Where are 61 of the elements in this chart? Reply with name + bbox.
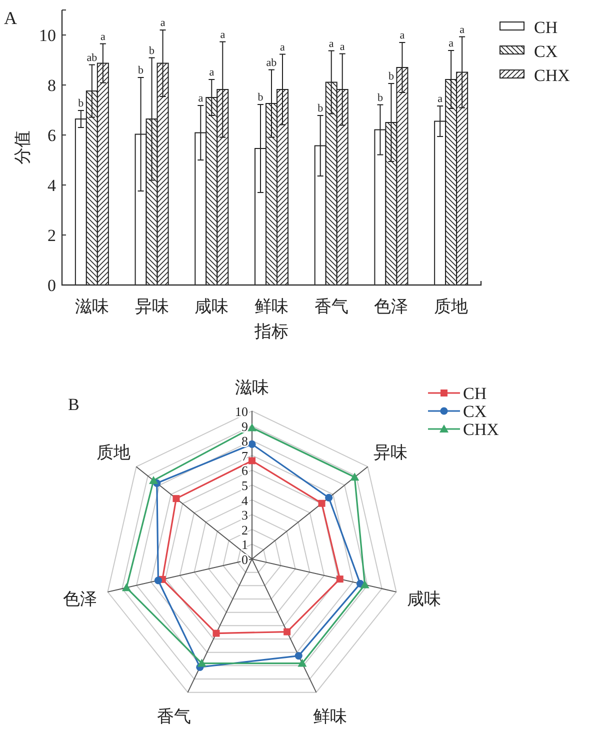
annotation: a [220, 28, 226, 41]
y-tick-label: 7 [242, 448, 248, 464]
annotation: b [377, 92, 384, 104]
legend-label: CH [463, 384, 487, 403]
annotation: a [340, 40, 345, 53]
annotation: a [448, 38, 454, 50]
y-tick-label: 9 [242, 418, 248, 434]
annotation: ab [266, 56, 278, 69]
chart-title: A [4, 8, 17, 28]
x-tick-label: 香气 [314, 297, 348, 316]
annotation: a [100, 30, 106, 43]
annotation: b [318, 102, 324, 114]
spoke-label: 滋味 [235, 378, 269, 397]
annotation: a [438, 93, 443, 105]
legend-label: CH [534, 18, 558, 37]
spoke-label: 色泽 [63, 590, 98, 609]
spoke-label: 质地 [96, 443, 131, 462]
y-axis-title: 分值 [13, 130, 32, 164]
y-tick-label: 0 [48, 276, 56, 295]
y-tick-label: 10 [235, 404, 248, 419]
x-tick-label: 鲜味 [254, 297, 288, 316]
y-tick-label: 5 [242, 478, 248, 493]
y-tick-label: 6 [242, 463, 248, 478]
y-tick-label: 10 [39, 26, 56, 45]
x-tick-label: 质地 [434, 297, 468, 316]
y-tick-label: 8 [242, 434, 248, 449]
spoke-label: 咸味 [406, 590, 441, 609]
annotation: a [328, 38, 334, 50]
x-tick-label: 咸味 [194, 297, 229, 316]
annotation: a [198, 92, 204, 104]
legend-label: CX [534, 42, 558, 61]
legend-label: CX [463, 402, 487, 421]
annotation: b [149, 44, 156, 57]
annotation: b [388, 70, 394, 82]
y-tick-label: 4 [48, 176, 56, 195]
y-tick-label: 4 [242, 492, 248, 508]
annotation: b [258, 92, 264, 104]
spoke-label: 异味 [373, 443, 408, 462]
y-tick-label: 3 [242, 508, 248, 523]
annotation: a [460, 24, 465, 36]
text: B [68, 395, 80, 414]
x-tick-label: 异味 [134, 297, 169, 316]
y-tick-label: 2 [48, 226, 56, 245]
x-tick-label: 色泽 [374, 297, 408, 316]
y-tick-label: 8 [48, 76, 56, 95]
legend-label: CHX [463, 420, 499, 439]
annotation: a [209, 66, 214, 78]
y-tick-label: 2 [242, 522, 248, 538]
legend-label: CHX [534, 66, 570, 85]
x-tick-label: 滋味 [74, 297, 109, 316]
y-tick-label: 1 [242, 537, 248, 552]
x-axis-title: 指标 [254, 322, 288, 341]
annotation: a [280, 41, 286, 54]
annotation: b [138, 64, 144, 76]
annotation: b [78, 98, 84, 110]
annotation: a [400, 30, 405, 42]
annotation: a [160, 17, 166, 29]
y-tick-label: 6 [48, 126, 56, 145]
spoke-label: 鲜味 [313, 707, 348, 726]
annotation: ab [86, 52, 98, 64]
spoke-label: 香气 [156, 707, 191, 726]
